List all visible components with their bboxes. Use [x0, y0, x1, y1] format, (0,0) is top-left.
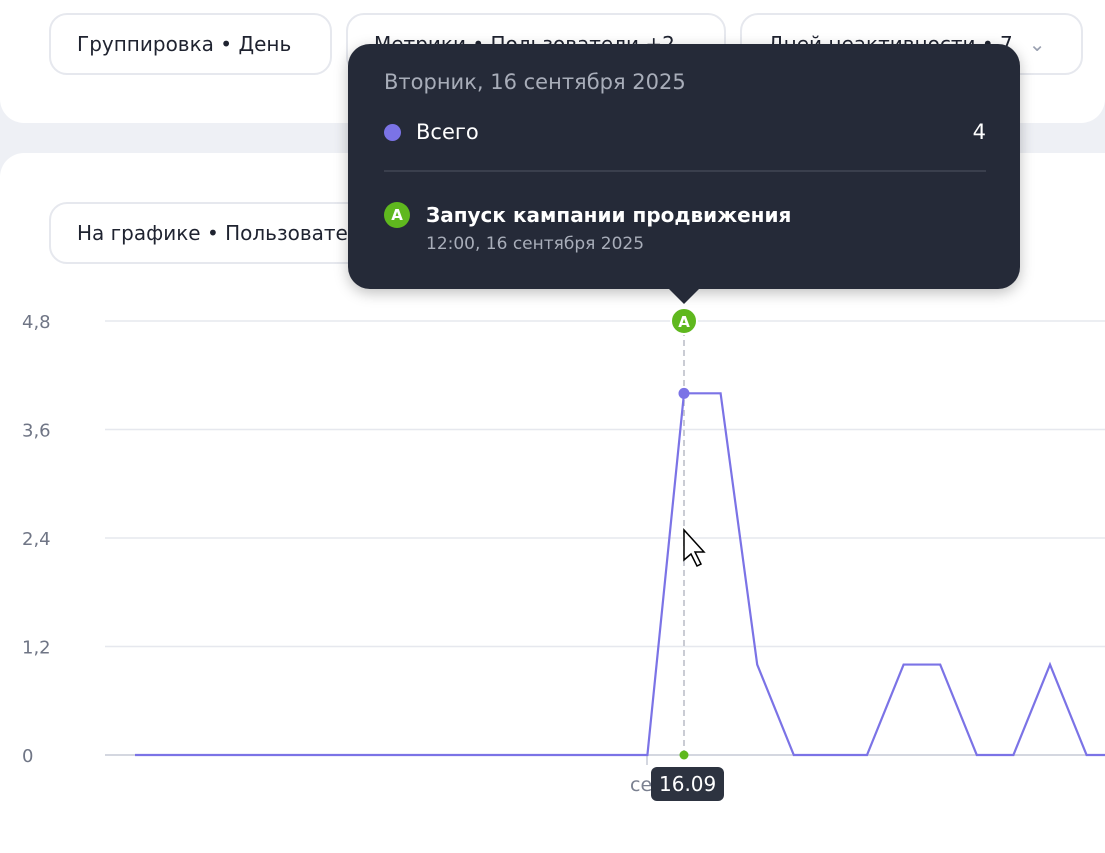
x-axis-label: се	[630, 774, 653, 796]
tooltip-annotation: A Запуск кампании продвижения	[384, 202, 791, 228]
tooltip-date: Вторник, 16 сентября 2025	[384, 70, 686, 94]
series-line	[135, 392, 1105, 757]
chevron-down-icon: ⌄	[1028, 32, 1046, 56]
tooltip-arrow	[668, 288, 700, 304]
y-tick-label: 4,8	[22, 312, 51, 333]
y-tick-label: 1,2	[22, 638, 51, 659]
on-chart-filter[interactable]: На графике • Пользователи	[49, 202, 379, 264]
on-chart-label: На графике • Пользователи	[77, 221, 374, 245]
grouping-label: Группировка • День	[77, 32, 292, 56]
tooltip-series-row: Всего 4	[384, 120, 986, 144]
y-tick-label: 0	[22, 746, 33, 767]
annotation-marker-label: A	[678, 313, 690, 331]
annotation-base-dot	[679, 750, 689, 760]
tooltip-divider	[384, 170, 986, 172]
y-tick-label: 3,6	[22, 421, 51, 442]
tooltip-series-label: Всего	[416, 120, 479, 144]
chart-tooltip: Вторник, 16 сентября 2025 Всего 4 A Запу…	[348, 44, 1020, 289]
line-chart[interactable]: 0 1,2 2,4 3,6 4,8 A	[0, 0, 1105, 812]
annotation-title: Запуск кампании продвижения	[426, 203, 792, 227]
hovered-x-badge: 16.09	[651, 767, 725, 801]
annotation-time: 12:00, 16 сентября 2025	[426, 234, 645, 254]
cursor-icon	[683, 528, 706, 568]
y-tick-label: 2,4	[22, 529, 51, 550]
annotation-marker	[670, 307, 698, 335]
tooltip-series-value: 4	[972, 120, 986, 144]
series-dot-icon	[384, 123, 401, 141]
hover-point	[678, 387, 690, 399]
annotation-badge-icon: A	[384, 202, 410, 228]
grouping-filter[interactable]: Группировка • День	[49, 13, 332, 75]
